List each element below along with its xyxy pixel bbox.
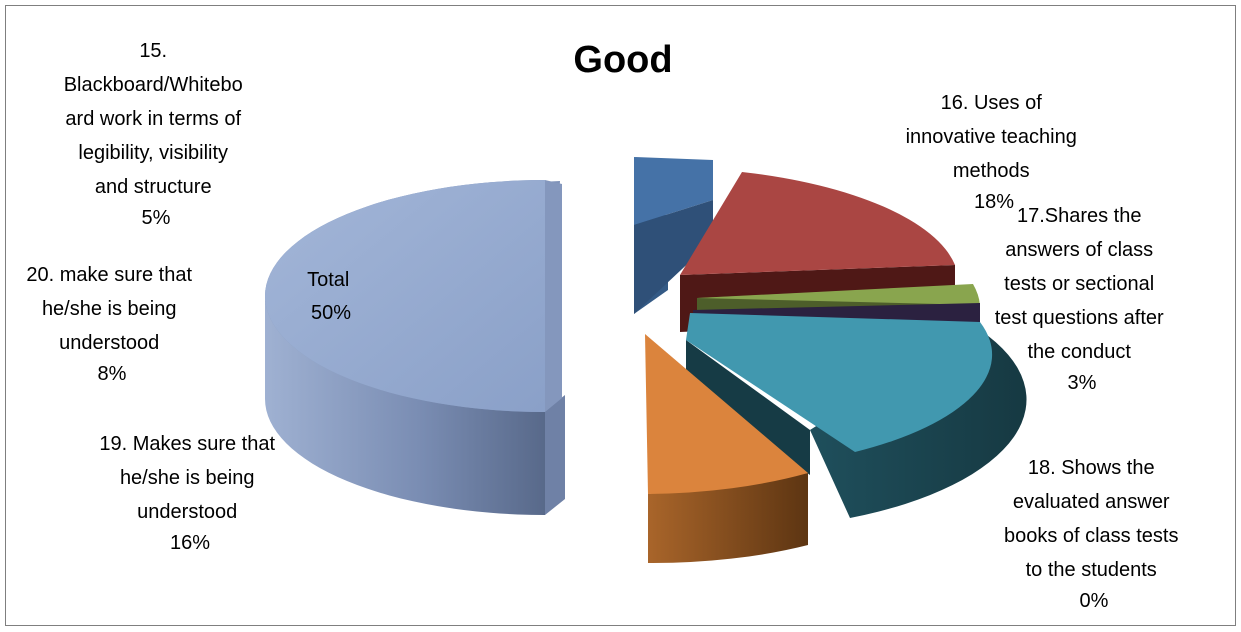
slice-label-16: 16. Uses of innovative teaching methods … — [906, 92, 1083, 213]
slice-label-18: 18. Shows the evaluated answer books of … — [1004, 457, 1184, 612]
chart-title: Good — [573, 39, 672, 81]
chart-frame — [5, 5, 1236, 626]
slice-label-15: 15. Blackboard/Whitebo ard work in terms… — [64, 40, 249, 229]
pie-slice-total — [265, 180, 565, 515]
pie-slice-19 — [686, 313, 1027, 518]
slice-label-17: 17.Shares the answers of class tests or … — [995, 205, 1170, 394]
slice-label-20: 20. make sure that he/she is being under… — [26, 264, 197, 385]
pie-slice-15 — [634, 157, 713, 314]
slice-label-19: 19. Makes sure that he/she is being unde… — [99, 433, 280, 554]
slice-label-total: Total 50% — [307, 269, 355, 324]
pie-slice-20 — [645, 334, 808, 564]
